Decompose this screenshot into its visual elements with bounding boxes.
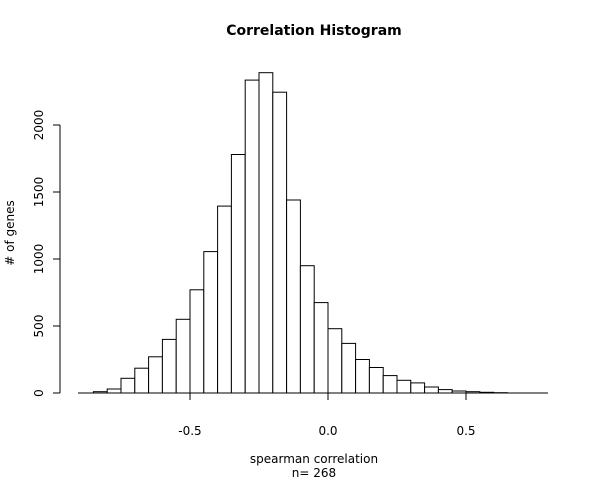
histogram-bar — [382, 375, 398, 394]
histogram-bar — [410, 382, 426, 394]
y-tick-label: 500 — [32, 315, 46, 338]
histogram-bar — [272, 91, 288, 394]
histogram-bar — [368, 367, 384, 394]
x-tick-label: -0.5 — [178, 424, 201, 438]
histogram-bar — [175, 318, 191, 394]
histogram-bar — [189, 289, 205, 394]
histogram-bar — [148, 356, 163, 394]
y-axis-ticks: 0 500 1000 1500 2000 — [32, 110, 60, 397]
histogram-bar — [106, 388, 122, 394]
histogram-bar — [258, 72, 274, 394]
histogram-bar — [244, 79, 260, 394]
histogram-bar — [134, 367, 150, 394]
histogram-bar — [161, 338, 177, 394]
histogram-bars — [92, 72, 508, 394]
histogram-bar — [341, 342, 357, 394]
histogram-bar — [286, 199, 301, 394]
histogram-bar — [203, 251, 219, 394]
histogram-bar — [230, 154, 246, 394]
x-tick-label: 0.5 — [456, 424, 475, 438]
chart-subtitle: n= 268 — [292, 466, 336, 480]
x-tick-label: 0.0 — [318, 424, 337, 438]
chart-title: Correlation Histogram — [226, 23, 402, 39]
histogram-bar — [424, 386, 439, 394]
y-tick-label: 1000 — [32, 244, 46, 275]
histogram-bar — [120, 377, 136, 394]
histogram-bar — [327, 328, 343, 394]
x-axis-label: spearman correlation — [250, 452, 378, 466]
y-tick-label: 0 — [32, 389, 46, 397]
histogram-bar — [355, 359, 370, 394]
histogram-bar — [437, 389, 453, 394]
y-axis-label: # of genes — [3, 200, 17, 266]
histogram-bar — [313, 302, 329, 394]
y-tick-label: 1500 — [32, 177, 46, 208]
histogram-bar — [217, 205, 232, 394]
x-axis-ticks: -0.5 0.0 0.5 — [178, 393, 476, 438]
histogram-bar — [299, 265, 315, 394]
histogram-bar — [396, 379, 412, 394]
y-tick-label: 2000 — [32, 110, 46, 141]
